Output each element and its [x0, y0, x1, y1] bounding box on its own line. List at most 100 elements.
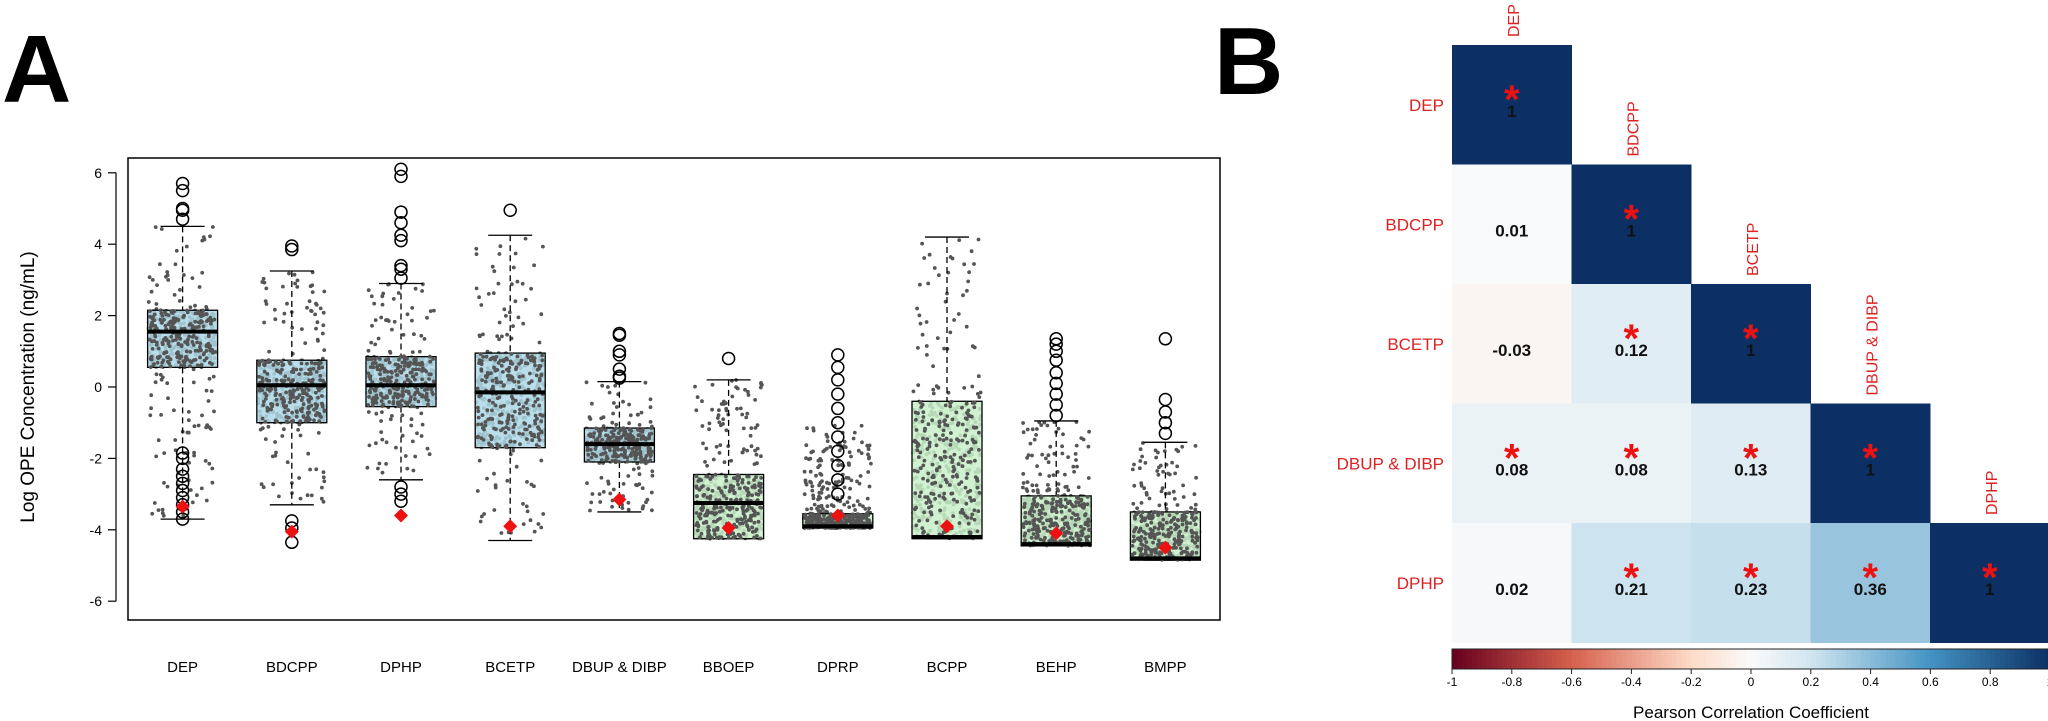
data-point: [948, 443, 953, 447]
data-point: [368, 390, 373, 395]
data-point: [370, 323, 374, 328]
data-point: [600, 438, 604, 442]
data-point: [747, 528, 751, 532]
data-point: [389, 375, 394, 380]
data-point: [861, 504, 865, 509]
data-point: [200, 270, 205, 275]
data-point: [952, 467, 957, 472]
data-point: [610, 459, 615, 463]
data-point: [524, 504, 529, 509]
data-point: [921, 463, 926, 468]
data-point: [417, 392, 422, 397]
outlier-point: [175, 203, 190, 218]
data-point: [938, 411, 943, 416]
data-point: [705, 508, 710, 513]
data-point: [188, 359, 193, 363]
data-point: [431, 379, 436, 384]
data-point: [706, 525, 711, 529]
data-point: [708, 496, 712, 501]
data-point: [510, 377, 514, 382]
outlier-point: [175, 462, 190, 476]
data-point: [370, 397, 375, 402]
data-point: [420, 289, 424, 293]
data-point: [701, 441, 705, 446]
data-point: [738, 535, 743, 540]
data-point: [976, 374, 981, 379]
data-point: [503, 430, 508, 435]
data-point: [261, 276, 266, 281]
data-point: [815, 506, 819, 511]
data-point: [310, 377, 315, 382]
data-point: [541, 512, 546, 516]
data-point: [948, 330, 953, 335]
data-point: [373, 357, 377, 362]
data-point: [404, 373, 409, 378]
data-point: [491, 291, 496, 295]
data-point: [260, 280, 265, 284]
data-point: [733, 534, 737, 539]
data-point: [174, 248, 179, 253]
data-point: [529, 358, 533, 363]
data-point: [612, 450, 617, 455]
data-point: [585, 445, 590, 450]
data-point: [153, 334, 158, 339]
data-point: [370, 403, 375, 408]
outlier-point: [175, 446, 190, 460]
data-point: [478, 519, 483, 524]
outlier-point: [721, 351, 736, 366]
data-point: [413, 454, 418, 459]
data-point: [611, 487, 616, 492]
data-point: [948, 404, 953, 409]
data-point: [151, 363, 156, 367]
data-point: [159, 227, 164, 231]
data-point: [382, 378, 387, 383]
outlier-point: [175, 483, 190, 498]
data-point: [721, 417, 726, 422]
data-point: [159, 377, 164, 382]
data-point: [384, 462, 388, 466]
data-point: [176, 318, 181, 323]
data-point: [754, 475, 758, 479]
data-point: [724, 496, 729, 501]
data-point: [817, 494, 821, 499]
data-point: [628, 432, 632, 436]
data-point: [481, 355, 485, 359]
data-point: [539, 419, 543, 424]
data-point: [268, 359, 272, 364]
data-point: [317, 419, 322, 423]
data-point: [149, 406, 154, 411]
data-point: [207, 376, 212, 381]
data-point: [148, 365, 153, 369]
data-point: [918, 450, 923, 455]
data-point: [198, 341, 203, 346]
data-point: [954, 410, 959, 415]
data-point: [915, 469, 920, 474]
data-point: [937, 273, 941, 278]
data-point: [182, 313, 187, 318]
data-point: [967, 530, 972, 535]
data-point: [305, 361, 309, 366]
data-point: [913, 491, 918, 496]
data-point: [494, 380, 499, 385]
data-point: [713, 519, 718, 524]
data-point: [190, 340, 195, 344]
data-point: [410, 306, 415, 310]
data-point: [498, 358, 503, 363]
data-point: [719, 402, 724, 406]
data-point: [938, 508, 942, 513]
data-point: [647, 432, 652, 437]
data-point: [931, 492, 936, 496]
data-point: [1031, 489, 1036, 493]
data-point: [192, 424, 197, 429]
data-point: [195, 311, 200, 316]
data-point: [211, 225, 215, 229]
y-tick-label: -2: [90, 450, 103, 466]
data-point: [391, 395, 396, 399]
data-point: [263, 299, 268, 303]
data-point: [150, 347, 155, 351]
data-point: [530, 438, 535, 443]
data-point: [385, 369, 390, 374]
data-point: [609, 430, 614, 434]
data-point: [389, 369, 393, 374]
data-point: [695, 486, 699, 490]
